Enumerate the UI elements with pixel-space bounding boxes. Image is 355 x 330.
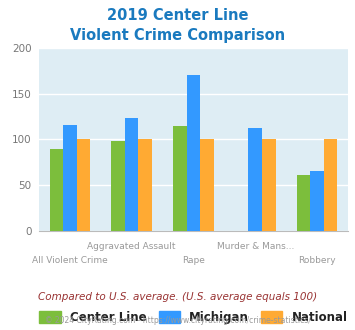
Bar <box>248 128 262 231</box>
Text: Violent Crime Comparison: Violent Crime Comparison <box>70 28 285 43</box>
Bar <box>173 126 187 231</box>
Text: Robbery: Robbery <box>298 256 336 265</box>
Bar <box>187 75 200 231</box>
Bar <box>138 139 152 231</box>
Bar <box>111 141 125 231</box>
Bar <box>125 118 138 231</box>
Text: © 2024 CityRating.com - https://www.cityrating.com/crime-statistics/: © 2024 CityRating.com - https://www.city… <box>45 316 310 325</box>
Text: Aggravated Assault: Aggravated Assault <box>87 242 176 251</box>
Bar <box>310 171 324 231</box>
Bar <box>324 139 337 231</box>
Bar <box>262 139 275 231</box>
Text: Murder & Mans...: Murder & Mans... <box>217 242 294 251</box>
Text: Rape: Rape <box>182 256 205 265</box>
Legend: Center Line, Michigan, National: Center Line, Michigan, National <box>35 307 352 329</box>
Bar <box>200 139 214 231</box>
Bar <box>50 149 63 231</box>
Bar <box>77 139 90 231</box>
Bar <box>63 125 77 231</box>
Bar <box>297 175 310 231</box>
Text: Compared to U.S. average. (U.S. average equals 100): Compared to U.S. average. (U.S. average … <box>38 292 317 302</box>
Text: 2019 Center Line: 2019 Center Line <box>107 8 248 23</box>
Text: All Violent Crime: All Violent Crime <box>32 256 108 265</box>
